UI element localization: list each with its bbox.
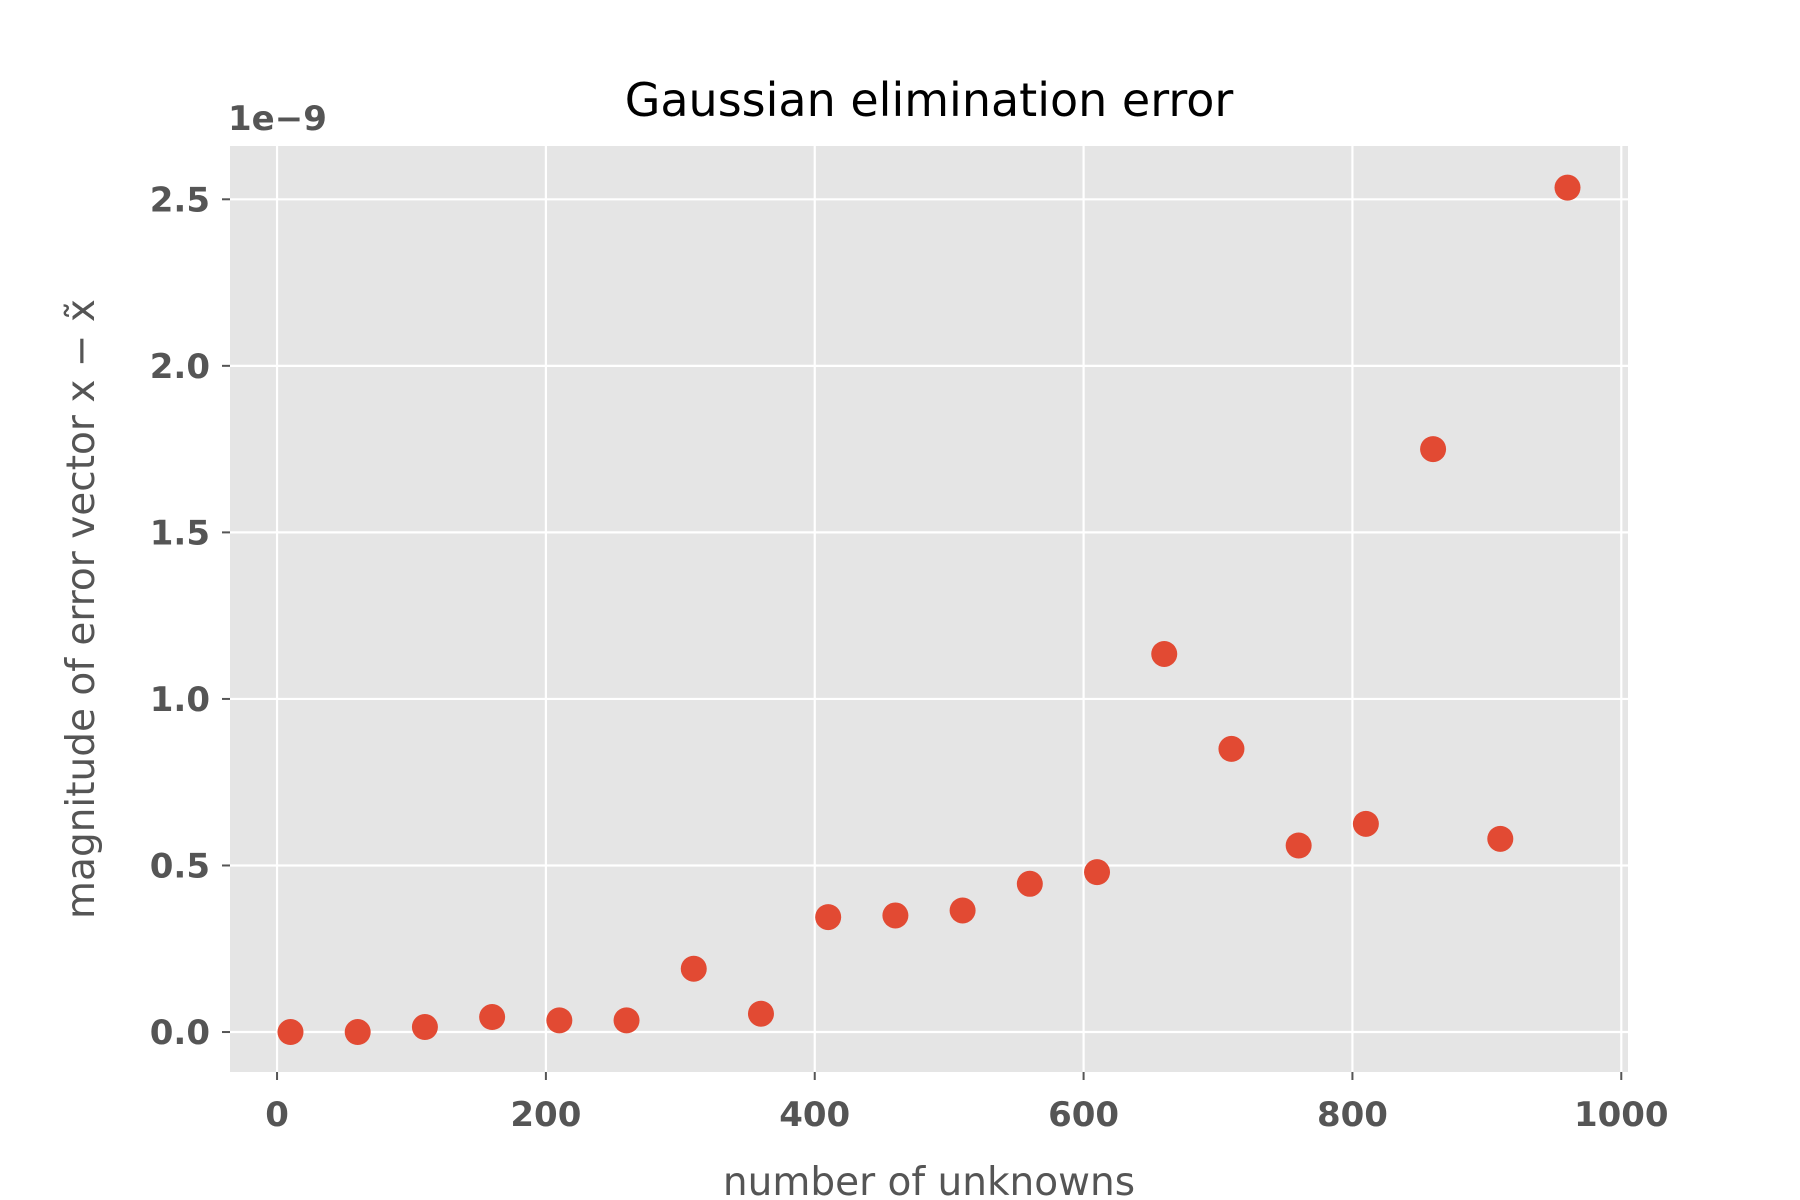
data-point bbox=[1420, 436, 1447, 463]
y-axis-ticks: 0.0 0.5 1.0 1.5 2.0 2.5 bbox=[150, 180, 230, 1053]
x-tick-label: 200 bbox=[510, 1095, 581, 1135]
data-point bbox=[1285, 832, 1312, 859]
data-point bbox=[747, 1000, 774, 1027]
x-tick-label: 400 bbox=[779, 1095, 850, 1135]
data-point bbox=[344, 1019, 371, 1046]
data-point bbox=[1084, 859, 1111, 886]
data-point bbox=[1151, 640, 1178, 667]
x-tick-label: 0 bbox=[265, 1095, 289, 1135]
y-axis-label: magnitude of error vector x − x̃ bbox=[59, 299, 104, 919]
x-axis-ticks: 0 200 400 600 800 1000 bbox=[265, 1072, 1669, 1135]
y-tick-label: 0.5 bbox=[150, 846, 210, 886]
data-point bbox=[546, 1007, 573, 1034]
grid-lines bbox=[230, 146, 1628, 1072]
data-points bbox=[277, 174, 1581, 1046]
data-point bbox=[479, 1004, 506, 1031]
x-tick-label: 600 bbox=[1048, 1095, 1119, 1135]
data-point bbox=[277, 1019, 304, 1046]
y-tick-label: 2.0 bbox=[150, 347, 210, 387]
y-tick-label: 0.0 bbox=[150, 1013, 210, 1053]
data-point bbox=[1218, 735, 1245, 762]
data-point bbox=[1352, 810, 1379, 837]
y-tick-label: 2.5 bbox=[150, 180, 210, 220]
data-point bbox=[1554, 174, 1581, 201]
plot-area bbox=[230, 146, 1628, 1072]
data-point bbox=[882, 902, 909, 929]
x-tick-label: 800 bbox=[1317, 1095, 1388, 1135]
data-point bbox=[411, 1014, 438, 1041]
x-tick-label: 1000 bbox=[1574, 1095, 1669, 1135]
data-point bbox=[1016, 870, 1043, 897]
data-point bbox=[949, 897, 976, 924]
data-point bbox=[680, 955, 707, 982]
y-axis-offset-label: 1e−9 bbox=[228, 99, 327, 139]
data-point bbox=[613, 1007, 640, 1034]
y-tick-label: 1.0 bbox=[150, 680, 210, 720]
data-point bbox=[1487, 825, 1514, 852]
chart-title: Gaussian elimination error bbox=[625, 73, 1234, 127]
x-axis-label: number of unknowns bbox=[723, 1160, 1135, 1200]
data-point bbox=[815, 904, 842, 931]
y-tick-label: 1.5 bbox=[150, 513, 210, 553]
